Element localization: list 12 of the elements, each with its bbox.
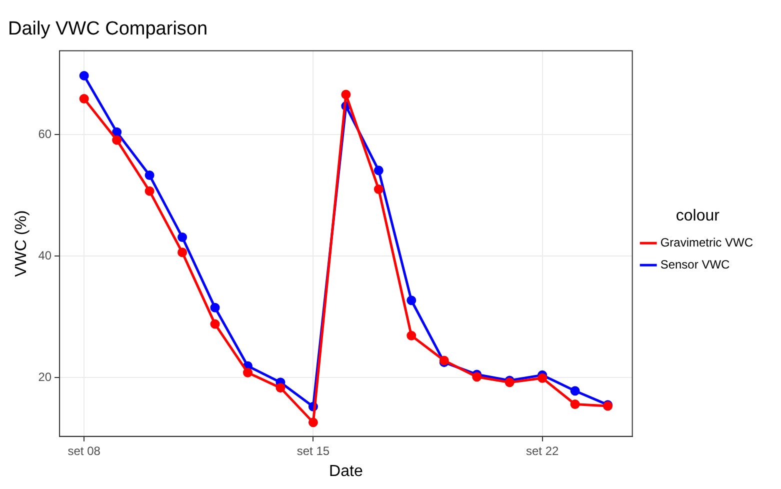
x-axis-title: Date (329, 462, 363, 480)
y-tick-label: 40 (38, 248, 52, 262)
legend-label: Sensor VWC (660, 257, 730, 272)
x-tick-label: set 15 (296, 444, 330, 458)
y-axis-title: VWC (%) (13, 210, 30, 277)
y-tick-label: 60 (38, 126, 52, 141)
legend-label: Gravimetric VWC (660, 235, 754, 250)
chart-title: Daily VWC Comparison (8, 18, 208, 40)
x-tick-label: set 08 (68, 444, 101, 458)
x-tick-label: set 22 (526, 444, 559, 458)
y-tick-label: 20 (38, 370, 52, 384)
legend-title: colour (676, 207, 720, 224)
